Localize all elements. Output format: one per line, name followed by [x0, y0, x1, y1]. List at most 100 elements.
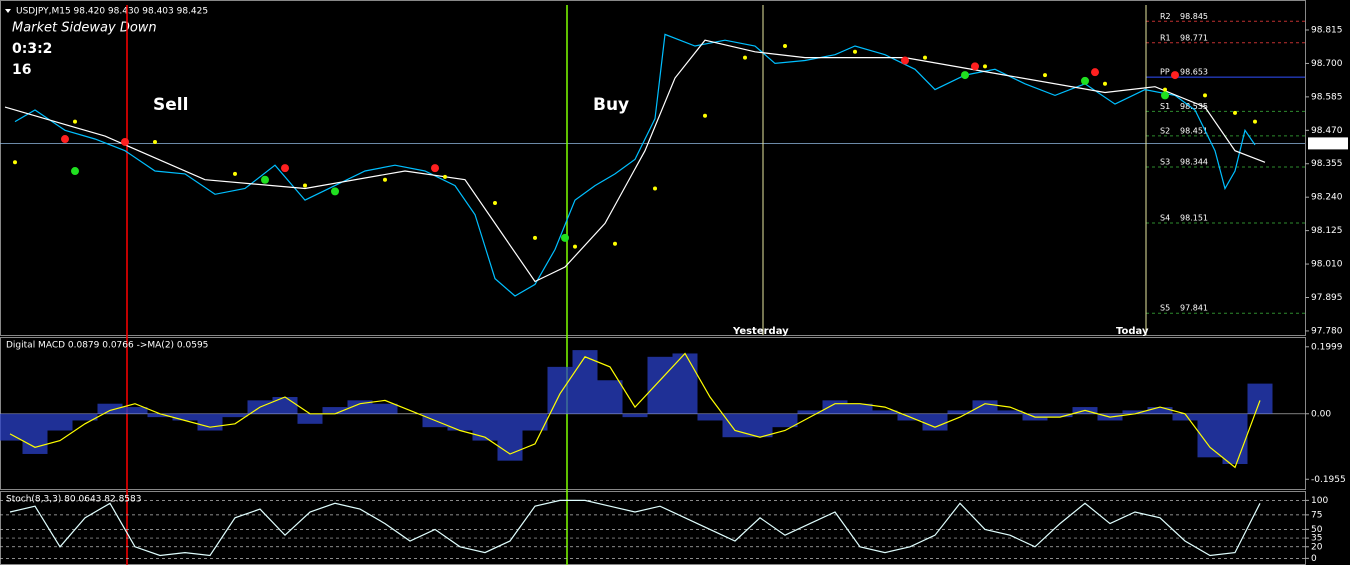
- ma-dot: [1233, 110, 1237, 115]
- ma-dot: [493, 201, 497, 205]
- pivot-value: 98.344: [1180, 157, 1208, 166]
- ma-dot: [703, 113, 707, 118]
- ma-dot: [153, 139, 157, 144]
- y-tick-label: 98.585: [1311, 92, 1343, 102]
- pivot-label: S3: [1160, 157, 1170, 166]
- annotation: 16: [12, 62, 31, 78]
- histogram-bar: [447, 413, 473, 431]
- y-tick-label: 98.815: [1311, 26, 1343, 36]
- pivot-label: S1: [1160, 102, 1170, 111]
- ma-dot: [13, 160, 17, 165]
- ma-dot: [853, 49, 857, 54]
- histogram-bar: [522, 413, 548, 431]
- ma-dot: [983, 64, 987, 69]
- histogram-bar: [772, 413, 798, 428]
- ma-dot: [653, 186, 657, 191]
- y-tick-label: 0.1999: [1311, 342, 1343, 352]
- ma-dot: [303, 183, 307, 188]
- signal-dot: [961, 71, 969, 80]
- signal-dot: [561, 233, 569, 242]
- signal-dot: [971, 62, 979, 71]
- histogram-bar: [497, 413, 523, 461]
- signal-dot: [1081, 76, 1089, 85]
- histogram-bar: [572, 350, 598, 414]
- panel-title: Digital MACD 0.0879 0.0766 ->MA(2) 0.059…: [6, 341, 208, 351]
- y-tick-label: 35: [1311, 534, 1322, 544]
- ma-dot: [383, 177, 387, 182]
- pivot-value: 98.845: [1180, 12, 1208, 21]
- y-tick-label: 98.125: [1311, 226, 1343, 236]
- histogram-bar: [322, 407, 348, 414]
- pivot-label: S5: [1160, 304, 1170, 313]
- main-panel: [0, 0, 1306, 336]
- histogram-bar: [972, 400, 998, 414]
- y-tick-label: 97.780: [1311, 326, 1343, 336]
- panel-title: Stoch(8,3,3) 80.0643 82.8583: [6, 495, 141, 505]
- menu-triangle: [5, 9, 11, 13]
- histogram-bar: [472, 413, 498, 441]
- pivot-label: R2: [1160, 12, 1171, 21]
- histogram-bar: [872, 410, 898, 414]
- histogram-bar: [172, 413, 198, 421]
- y-tick-label: 98.010: [1311, 260, 1343, 270]
- histogram-bar: [697, 413, 723, 421]
- pivot-label: PP: [1160, 68, 1170, 77]
- ma-dot: [923, 55, 927, 60]
- histogram-bar: [272, 397, 298, 414]
- histogram-bar: [622, 413, 648, 418]
- ma-dot: [1203, 93, 1207, 98]
- pivot-value: 97.841: [1180, 304, 1208, 313]
- y-tick-label: 98.700: [1311, 59, 1343, 69]
- histogram-bar: [1147, 407, 1173, 414]
- signal-label: Sell: [153, 95, 188, 115]
- histogram-bar: [1047, 413, 1073, 418]
- histogram-bar: [922, 413, 948, 431]
- signal-dot: [431, 164, 439, 173]
- signal-dot: [1091, 68, 1099, 77]
- histogram-bar: [1247, 383, 1273, 414]
- signal-dot: [331, 187, 339, 196]
- histogram-bar: [822, 400, 848, 414]
- y-tick-label: 97.895: [1311, 293, 1343, 303]
- series-line: [9, 499, 1261, 557]
- pivot-label: S2: [1160, 126, 1170, 135]
- y-tick-label: -0.1955: [1311, 475, 1346, 485]
- ma-dot: [573, 244, 577, 249]
- signal-dot: [121, 137, 129, 146]
- histogram-bar: [347, 400, 373, 414]
- histogram-bar: [0, 413, 23, 441]
- histogram-bar: [997, 410, 1023, 414]
- histogram-bar: [1122, 410, 1148, 414]
- y-tick-label: 50: [1311, 525, 1323, 535]
- ma-dot: [613, 241, 617, 246]
- histogram-bar: [47, 413, 73, 431]
- ma-dot: [73, 119, 77, 124]
- histogram-bar: [72, 413, 98, 421]
- y-tick-label: 98.470: [1311, 126, 1343, 136]
- y-tick-label: 98.240: [1311, 193, 1343, 203]
- series-line: [9, 352, 1261, 469]
- pivot-value: 98.771: [1180, 33, 1208, 42]
- signal-dot: [281, 164, 289, 173]
- y-tick-label: 0: [1311, 554, 1317, 564]
- histogram-bar: [222, 413, 248, 418]
- histogram-bar: [97, 403, 123, 414]
- y-tick-label: 98.355: [1311, 159, 1343, 169]
- histogram-bar: [147, 413, 173, 418]
- ma-dot: [743, 55, 747, 60]
- histogram-bar: [1222, 413, 1248, 465]
- annotation: 0:3:2: [12, 41, 52, 57]
- annotation: Market Sideway Down: [12, 21, 157, 36]
- histogram-bar: [197, 413, 223, 431]
- signal-dot: [61, 135, 69, 144]
- series-line: [4, 39, 1266, 283]
- last-price-box: [1308, 137, 1348, 150]
- histogram-bar: [722, 413, 748, 438]
- signal-dot: [901, 56, 909, 65]
- pivot-value: 98.451: [1180, 126, 1208, 135]
- ma-dot: [1103, 81, 1107, 86]
- y-tick-label: 75: [1311, 510, 1322, 520]
